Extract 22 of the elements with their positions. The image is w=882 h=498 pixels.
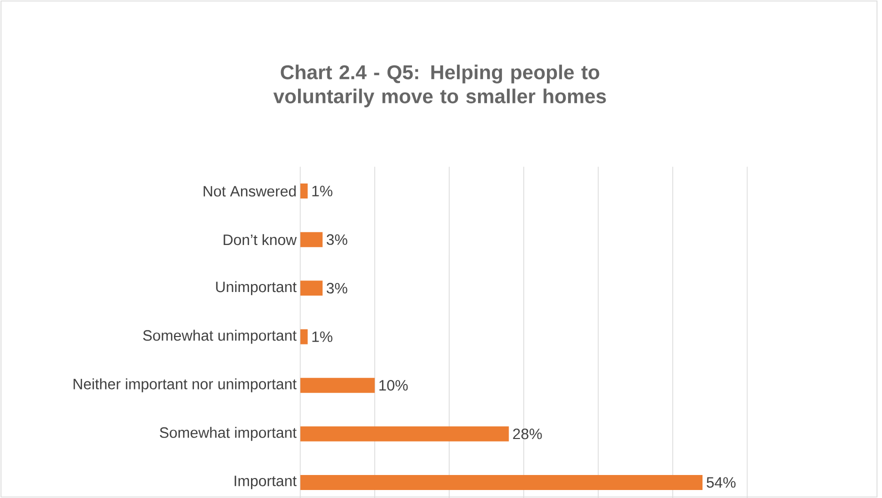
data-label: 54% [706, 477, 736, 488]
data-label: 10% [379, 380, 408, 391]
bar [300, 329, 308, 344]
chart-title: Chart 2.4 - Q5: Helping people to voluntarily move to smaller homes [273, 64, 606, 108]
y-tick-label: Not Answered [204, 186, 296, 197]
y-tick-label: Don’t know [224, 234, 297, 246]
bar [300, 280, 323, 296]
y-tick-label: Somewhat unimportant [143, 330, 297, 344]
bar [300, 232, 323, 248]
bar [300, 426, 509, 442]
bar [300, 474, 703, 490]
data-label: 3% [326, 282, 348, 294]
data-label: 1% [312, 332, 332, 342]
data-label: 3% [326, 234, 348, 245]
bar [300, 378, 375, 393]
y-tick-label: Important [234, 476, 297, 490]
bar [300, 184, 308, 199]
y-tick-label: Neither important nor unimportant [74, 378, 297, 392]
y-tick-label: Somewhat important [160, 426, 297, 441]
y-tick-label: Unimportant [216, 281, 297, 296]
data-label: 1% [312, 186, 332, 196]
data-label: 28% [513, 428, 542, 440]
